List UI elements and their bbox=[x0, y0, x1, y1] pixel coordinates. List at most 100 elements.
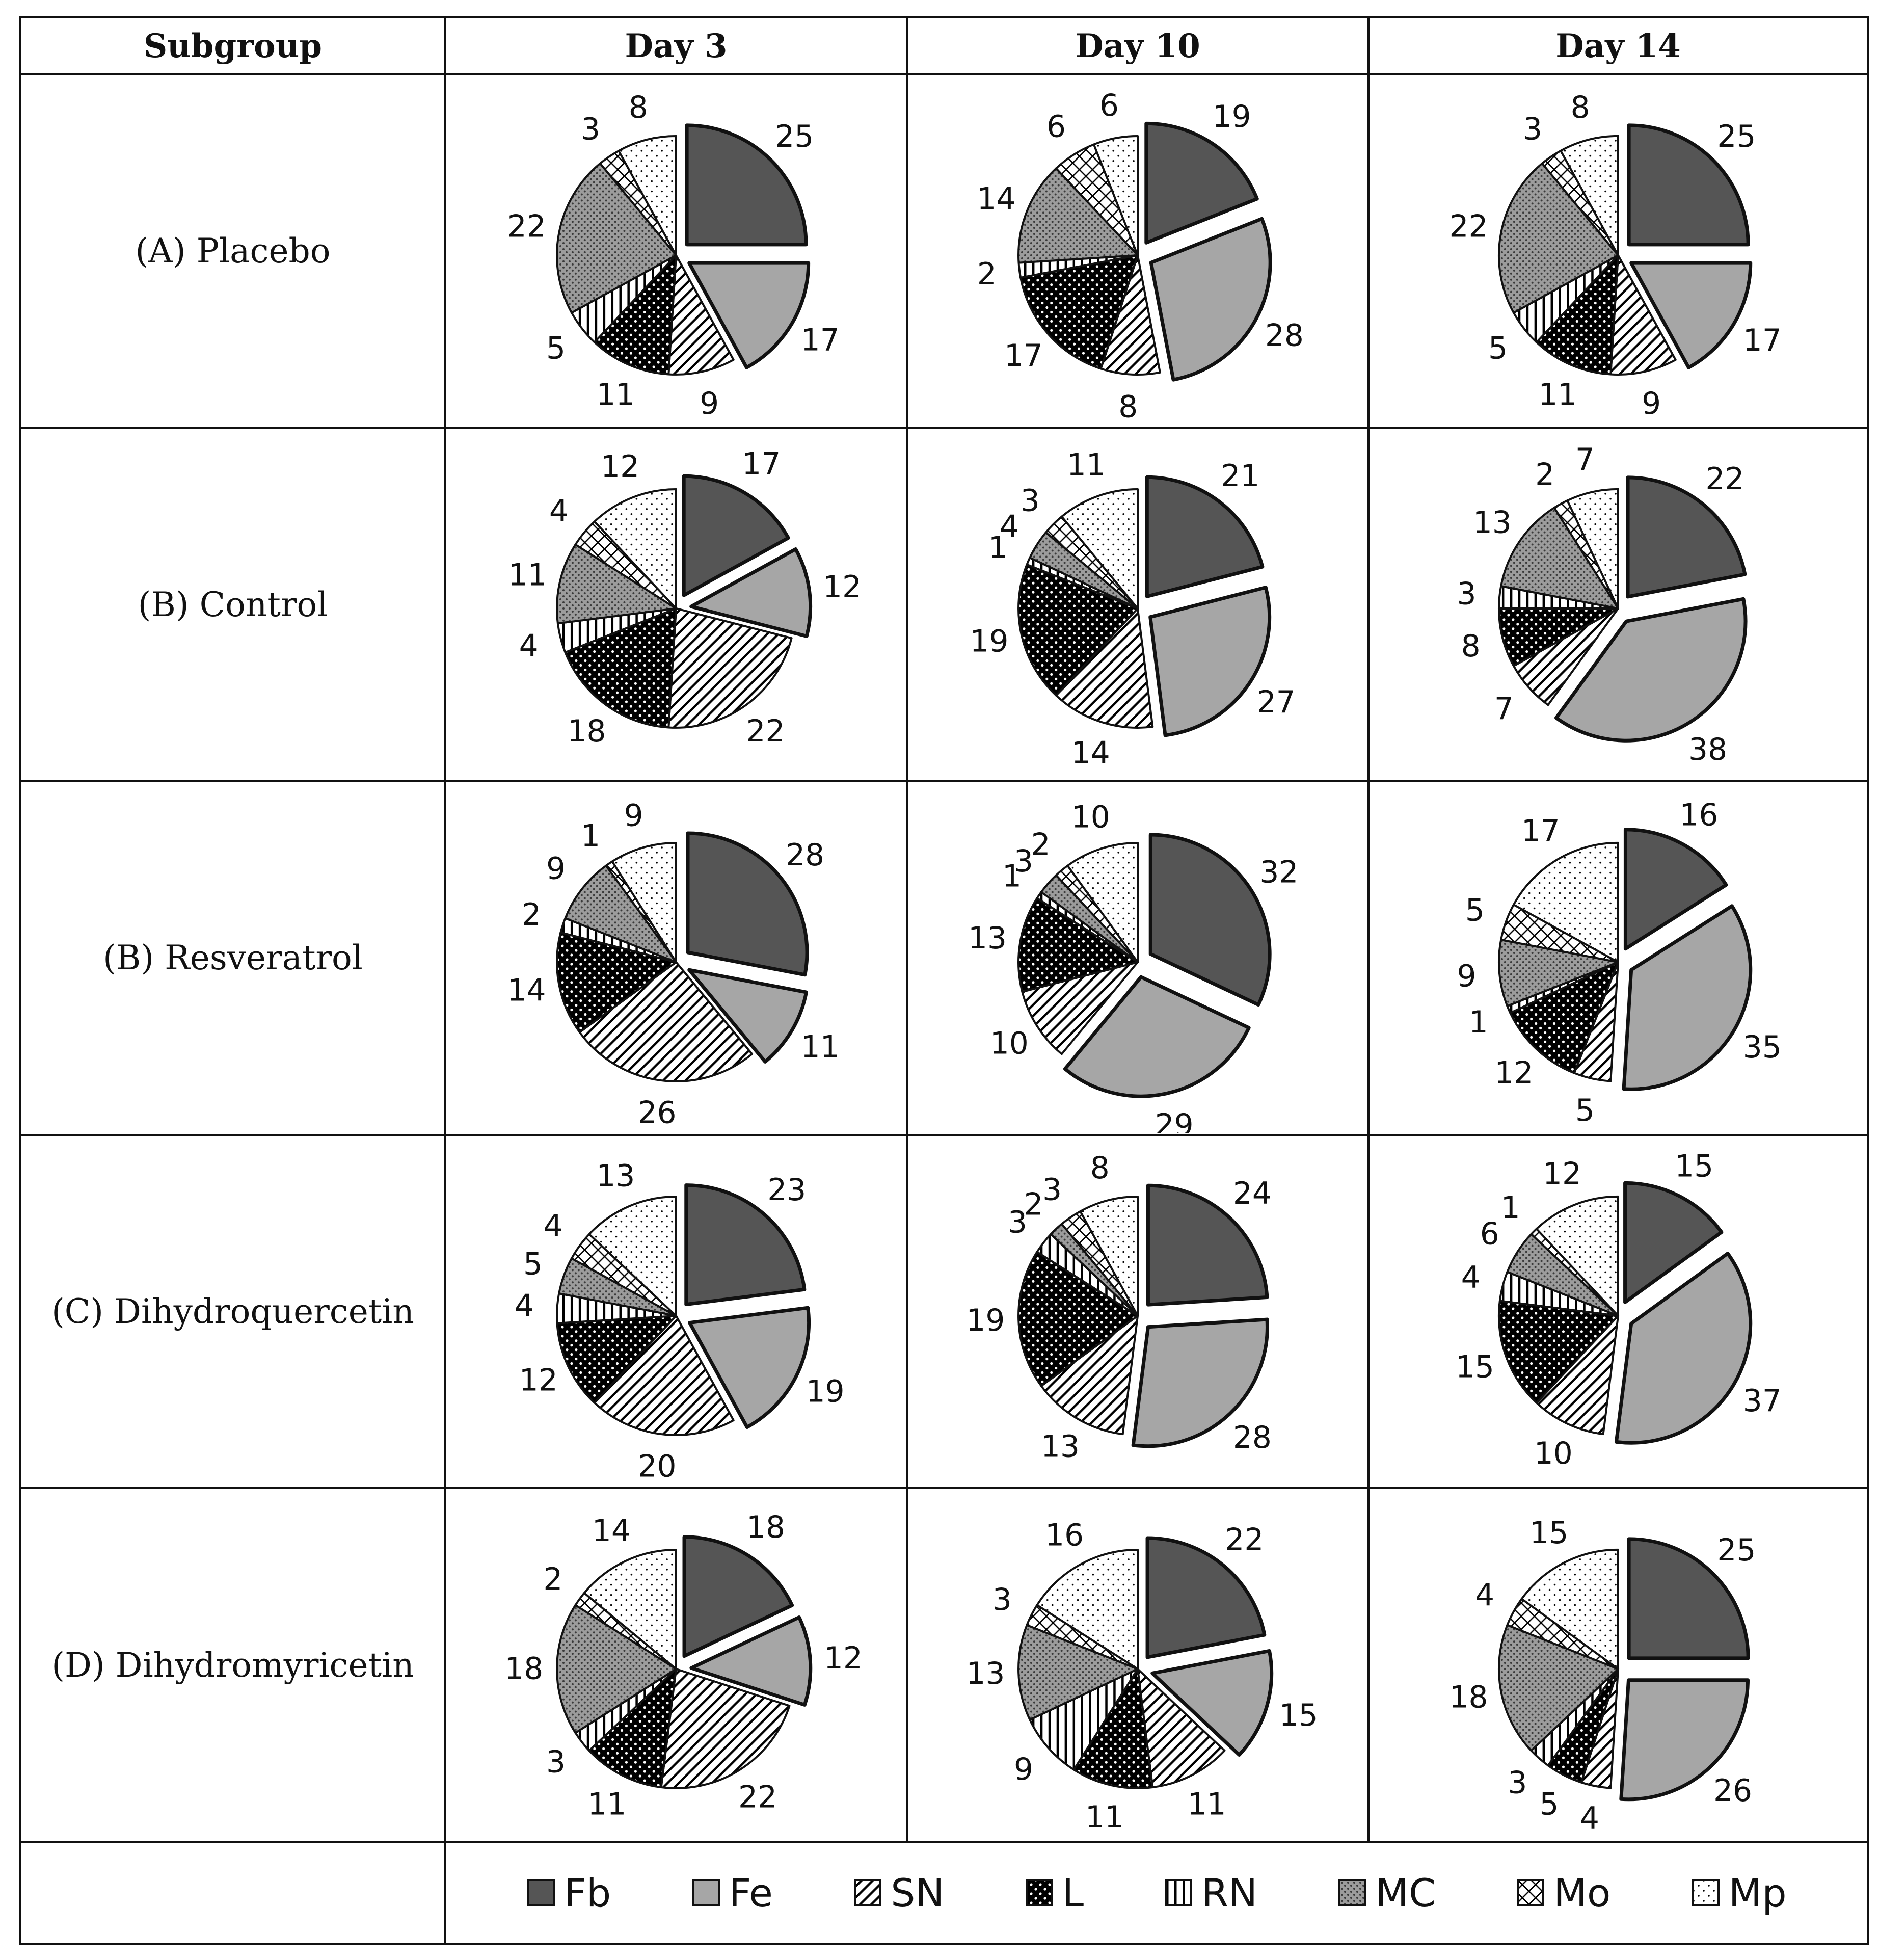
legend-label: Mo bbox=[1553, 1870, 1611, 1916]
slice-label-mo: 5 bbox=[1465, 893, 1485, 928]
slice-label-sn: 22 bbox=[738, 1780, 777, 1815]
pie-chart: 25 17 9 11 5 22 38 bbox=[1449, 90, 1781, 421]
pie-cell: 16 35 5 12 1 9 5 17 bbox=[1367, 780, 1869, 1136]
pie-slice-l bbox=[1017, 1251, 1139, 1387]
slice-label-rn: 3 bbox=[1508, 1766, 1527, 1801]
pie-slice-fb bbox=[682, 474, 790, 598]
pie-slice-mp bbox=[1036, 1549, 1139, 1671]
pie-cell: 25 26 4 5 3 18 4 15 bbox=[1367, 1487, 1869, 1843]
legend-label: Mp bbox=[1728, 1870, 1787, 1916]
pie-slice-fe bbox=[1629, 261, 1753, 369]
slice-label-mo: 2 bbox=[543, 1562, 562, 1597]
pie-slice-mc bbox=[556, 544, 677, 625]
pie-slice-fb bbox=[1148, 833, 1272, 1007]
subgroup-label: (A) Placebo bbox=[19, 73, 446, 429]
pie-slice-fe bbox=[1150, 1649, 1274, 1757]
pie-chart: 18 12 22 11 3 18 2 14 bbox=[504, 1510, 863, 1822]
pie-slice-mp bbox=[583, 1549, 677, 1671]
legend-swatch bbox=[1692, 1879, 1720, 1906]
pie-chart-table: Subgroup Day 3 Day 10 Day 14 (A) Placebo… bbox=[19, 16, 1869, 1945]
legend-empty-cell bbox=[19, 1841, 446, 1945]
pie-slice-fb bbox=[684, 1183, 807, 1306]
slice-label-fb: 16 bbox=[1679, 798, 1718, 833]
slice-label-l: 19 bbox=[966, 1303, 1005, 1338]
slice-label-fe: 38 bbox=[1688, 732, 1727, 767]
slice-label-sn: 26 bbox=[638, 1096, 677, 1131]
pie-slice-mp bbox=[618, 135, 677, 256]
pie-slice-mc bbox=[1498, 162, 1619, 314]
pie-slice-mc bbox=[1500, 507, 1619, 610]
slice-label-l: 15 bbox=[1456, 1349, 1494, 1385]
slice-label-mp: 6 bbox=[1099, 88, 1119, 123]
legend-item-mp: Mp bbox=[1691, 1870, 1787, 1916]
pie-slice-fb bbox=[1145, 475, 1265, 599]
slice-label-sn: 11 bbox=[1188, 1787, 1226, 1822]
pie-cell: 25 17 9 11 5 22 3 8 bbox=[1367, 73, 1869, 429]
slice-label-fe: 37 bbox=[1743, 1383, 1782, 1418]
slice-label-l: 11 bbox=[587, 1787, 626, 1822]
slice-label-mc: 6 bbox=[1480, 1216, 1499, 1252]
pie-slice-mc bbox=[1017, 167, 1139, 264]
pie-slice-l bbox=[556, 931, 677, 1034]
slice-label-sn: 7 bbox=[1494, 692, 1514, 727]
slice-label-l: 11 bbox=[596, 377, 635, 412]
legend-item-fb: Fb bbox=[526, 1870, 611, 1916]
subgroup-row: (D) Dihydromyricetin 18 12 22 11 3 18 2 14 22 15 11… bbox=[19, 1487, 1869, 1843]
pie-slice-fe bbox=[689, 547, 813, 639]
legend-item-mo: Mo bbox=[1516, 1870, 1610, 1916]
slice-label-rn: 1 bbox=[988, 531, 1008, 566]
pie-slice-sn bbox=[660, 1668, 791, 1790]
slice-label-rn: 5 bbox=[546, 331, 566, 366]
pie-slice-l bbox=[1072, 1668, 1154, 1790]
slice-label-mo: 2 bbox=[1535, 458, 1554, 493]
slice-label-fe: 11 bbox=[801, 1030, 840, 1065]
pie-slice-sn bbox=[1535, 1314, 1619, 1435]
pie-slice-fe bbox=[1619, 1678, 1750, 1802]
slice-label-mp: 8 bbox=[1090, 1151, 1110, 1186]
pie-cell: 23 19 20 12 4 5 4 13 bbox=[444, 1133, 908, 1490]
pie-chart: 15 37 10 15 4 61 12 bbox=[1456, 1149, 1782, 1471]
legend-swatch-box bbox=[854, 1879, 882, 1906]
pie-slice-sn bbox=[667, 254, 735, 376]
header-subgroup: Subgroup bbox=[19, 16, 446, 75]
slice-label-rn: 2 bbox=[522, 897, 541, 933]
slice-label-rn: 4 bbox=[515, 1288, 534, 1323]
pie-slice-fe bbox=[689, 1615, 813, 1707]
legend-label: MC bbox=[1375, 1870, 1436, 1916]
slice-label-mo: 3 bbox=[1523, 112, 1542, 147]
slice-label-mc: 5 bbox=[523, 1247, 543, 1282]
slice-label-fe: 27 bbox=[1257, 685, 1296, 721]
slice-label-sn: 14 bbox=[1071, 736, 1110, 771]
pie-slice-mc bbox=[1497, 939, 1619, 1008]
pie-slice-mc bbox=[1497, 1624, 1619, 1752]
pie-cell: 25 17 9 11 5 22 3 8 bbox=[444, 73, 908, 429]
legend-label: L bbox=[1062, 1870, 1084, 1916]
slice-label-mc: 18 bbox=[504, 1652, 543, 1687]
pie-slice-fe bbox=[1614, 1251, 1753, 1445]
pie-slice-sn bbox=[1137, 1668, 1226, 1789]
slice-label-fe: 26 bbox=[1713, 1773, 1752, 1809]
slice-label-fb: 22 bbox=[1225, 1522, 1264, 1557]
legend-label: SN bbox=[891, 1870, 945, 1916]
legend-label: RN bbox=[1201, 1870, 1258, 1916]
header-row: Subgroup Day 3 Day 10 Day 14 bbox=[19, 16, 1869, 75]
pie-slice-sn bbox=[593, 1314, 735, 1436]
slice-label-mo: 1 bbox=[581, 818, 600, 854]
slice-label-fb: 18 bbox=[746, 1510, 785, 1545]
slice-label-mp: 10 bbox=[1071, 800, 1110, 835]
pie-slice-l bbox=[1509, 961, 1619, 1074]
pie-cell: 15 37 10 15 4 6 1 12 bbox=[1367, 1133, 1869, 1490]
pie-slice-rn bbox=[1029, 1668, 1139, 1771]
slice-label-fb: 19 bbox=[1213, 99, 1251, 135]
slice-label-mo: 6 bbox=[1046, 109, 1066, 144]
pie-slice-mp bbox=[593, 488, 677, 610]
pie-cell: 28 11 26 14 2 9 1 9 bbox=[444, 780, 908, 1136]
slice-label-rn: 9 bbox=[1014, 1752, 1033, 1787]
slice-label-mo: 4 bbox=[1475, 1578, 1494, 1613]
slice-label-sn: 10 bbox=[990, 1026, 1029, 1061]
legend-swatch-box bbox=[1517, 1879, 1545, 1906]
pie-slice-l bbox=[1497, 607, 1619, 668]
